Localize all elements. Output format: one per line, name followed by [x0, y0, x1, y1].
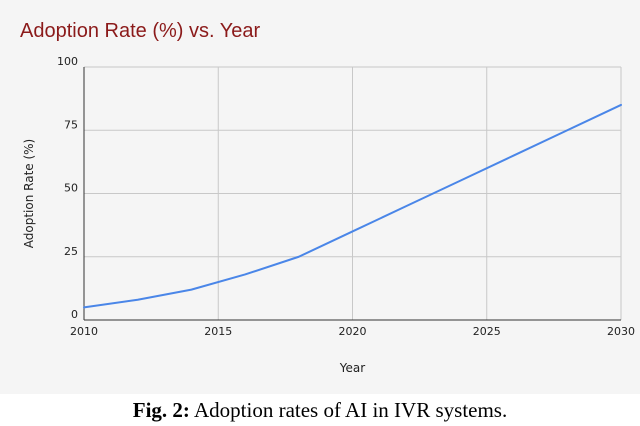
figure-caption-text: Adoption rates of AI in IVR systems.	[194, 398, 508, 422]
y-axis-title: Adoption Rate (%)	[22, 139, 36, 248]
y-tick-label: 100	[57, 55, 78, 68]
figure-caption: Fig. 2: Adoption rates of AI in IVR syst…	[0, 398, 640, 423]
x-tick-label: 2015	[204, 325, 232, 338]
x-tick-label: 2010	[70, 325, 98, 338]
x-tick-label: 2020	[339, 325, 367, 338]
chart-plot: 0 25 50 75 100 2010 2015 2020 2025 2030 Year Adopti…	[22, 55, 635, 375]
chart-figure: Adoption Rate (%) vs. Year 0 25 50 75 100 201…	[20, 20, 635, 375]
y-tick-label: 50	[64, 182, 78, 195]
series-line	[83, 103, 622, 309]
y-tick-label: 25	[64, 245, 78, 258]
x-axis-title: Year	[339, 361, 365, 375]
x-tick-label: 2025	[473, 325, 501, 338]
y-tick-label: 75	[64, 118, 78, 131]
x-tick-label: 2030	[607, 325, 635, 338]
chart-title: Adoption Rate (%) vs. Year	[20, 20, 261, 42]
figure-label: Fig. 2:	[132, 398, 190, 422]
y-tick-label: 0	[71, 308, 78, 321]
